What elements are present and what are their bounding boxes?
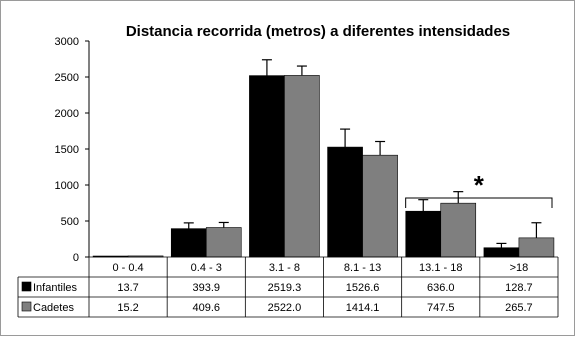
y-axis: 0 500 1000 1500 2000 2500 3000	[55, 36, 90, 264]
data-label: 393.9	[192, 282, 220, 294]
y-tick-label: 0	[73, 252, 79, 264]
x-tick-label: 0.4 - 3	[191, 262, 222, 274]
data-label: 1414.1	[346, 302, 380, 314]
x-tick-label: >18	[510, 262, 529, 274]
x-tick-label: 0 - 0.4	[112, 262, 143, 274]
data-label: 2522.0	[268, 302, 302, 314]
bar-infantiles	[483, 247, 520, 258]
data-label: 13.7	[117, 282, 138, 294]
x-tick-label: 13.1 - 18	[419, 262, 462, 274]
y-tick-label: 500	[61, 216, 79, 228]
bar-infantiles	[249, 75, 285, 258]
significance-annotation: *	[405, 170, 553, 208]
bar-cadetes	[440, 202, 477, 258]
error-bars	[183, 59, 542, 248]
data-label: 2519.3	[268, 282, 302, 294]
bar-cadetes	[362, 154, 398, 258]
bar-cadetes	[518, 237, 555, 258]
bar-cadetes	[284, 75, 320, 258]
legend-swatch-infantiles	[21, 281, 32, 292]
y-tick-label: 3000	[55, 36, 79, 48]
x-tick-label: 3.1 - 8	[269, 262, 300, 274]
bar-infantiles	[405, 210, 442, 258]
y-tick-label: 2500	[55, 72, 79, 84]
data-label: 409.6	[192, 302, 220, 314]
data-table: 0 - 0.4 0.4 - 3 3.1 - 8 8.1 - 13 13.1 - 18 >1…	[17, 256, 559, 318]
bar-infantiles	[327, 146, 363, 258]
x-tick-label: 8.1 - 13	[344, 262, 381, 274]
data-label: 747.5	[427, 302, 455, 314]
y-tick-label: 1500	[55, 144, 79, 156]
data-label: 636.0	[427, 282, 455, 294]
significance-bracket	[405, 197, 553, 208]
data-label: 15.2	[117, 302, 138, 314]
y-tick-label: 2000	[55, 108, 79, 120]
data-label: 265.7	[505, 302, 533, 314]
bar-cadetes	[205, 227, 242, 258]
significance-asterisk: *	[474, 170, 485, 200]
data-label: 1526.6	[346, 282, 380, 294]
chart-title: Distancia recorrida (metros) a diferente…	[126, 23, 510, 40]
legend-swatch-cadetes	[21, 301, 32, 312]
bar-infantiles	[170, 228, 207, 258]
legend-label-infantiles: Infantiles	[33, 282, 78, 294]
legend-label-cadetes: Cadetes	[33, 302, 74, 314]
data-label: 128.7	[505, 282, 533, 294]
y-tick-label: 1000	[55, 180, 79, 192]
